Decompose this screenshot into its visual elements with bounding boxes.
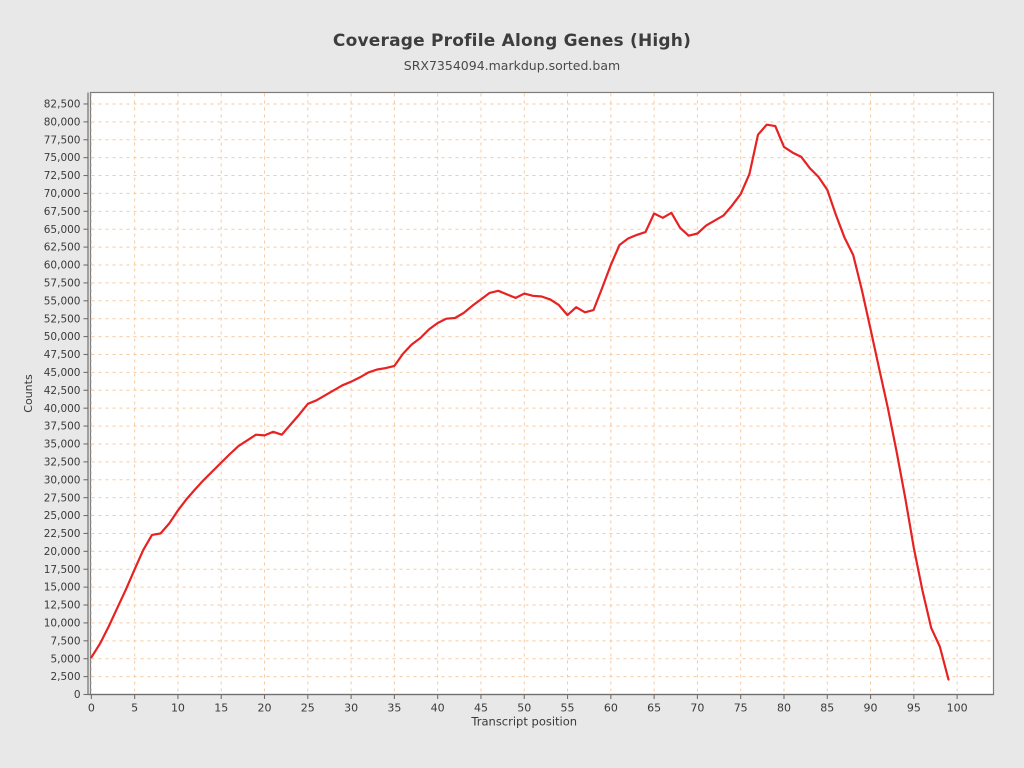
grid <box>90 93 993 694</box>
x-tick-label: 80 <box>777 702 791 715</box>
x-tick-label: 85 <box>820 702 834 715</box>
x-tick-label: 60 <box>604 702 618 715</box>
y-tick-label: 67,500 <box>44 206 81 218</box>
x-tick-label: 0 <box>88 702 95 715</box>
x-tick-label: 5 <box>131 702 138 715</box>
y-tick-label: 20,000 <box>44 546 81 558</box>
x-tick-label: 15 <box>214 702 228 715</box>
x-tick-label: 70 <box>690 702 704 715</box>
axes <box>87 92 994 696</box>
y-tick-label: 22,500 <box>44 528 81 540</box>
x-tick-label: 20 <box>258 702 272 715</box>
y-tick-label: 5,000 <box>50 653 80 665</box>
y-tick-label: 12,500 <box>44 600 81 612</box>
y-tick-label: 65,000 <box>44 224 81 236</box>
y-tick-label: 62,500 <box>44 242 81 254</box>
y-axis-label: Counts <box>22 374 35 413</box>
y-tick-label: 57,500 <box>44 278 81 290</box>
y-tick-label: 30,000 <box>44 474 81 486</box>
y-tick-label: 10,000 <box>44 618 81 630</box>
y-tick-label: 27,500 <box>44 492 81 504</box>
y-tick-label: 40,000 <box>44 403 81 415</box>
x-tick-label: 50 <box>517 702 531 715</box>
x-tick-label: 25 <box>301 702 315 715</box>
y-tick-label: 47,500 <box>44 349 81 361</box>
x-tick-label: 40 <box>431 702 445 715</box>
y-tick-label: 17,500 <box>44 564 81 576</box>
x-tick-label: 65 <box>647 702 661 715</box>
chart-title: Coverage Profile Along Genes (High) <box>332 31 692 51</box>
y-tick-label: 35,000 <box>44 439 81 451</box>
x-tick-label: 75 <box>734 702 748 715</box>
x-tick-label: 45 <box>474 702 488 715</box>
y-tick-label: 0 <box>74 689 81 701</box>
y-tick-label: 55,000 <box>44 295 81 307</box>
y-tick-label: 42,500 <box>44 385 81 397</box>
y-tick-label: 75,000 <box>44 152 81 164</box>
y-tick-label: 25,000 <box>44 510 81 522</box>
y-tick-label: 70,000 <box>44 188 81 200</box>
y-tick-label: 80,000 <box>44 116 81 128</box>
plot-area <box>89 91 995 696</box>
x-tick-label: 35 <box>387 702 401 715</box>
y-tick-label: 60,000 <box>44 260 81 272</box>
y-tick-label: 72,500 <box>44 170 81 182</box>
y-tick-label: 45,000 <box>44 367 81 379</box>
x-tick-label: 10 <box>171 702 185 715</box>
x-tick-label: 100 <box>947 702 968 715</box>
y-tick-label: 7,500 <box>50 635 80 647</box>
y-tick-label: 82,500 <box>44 99 81 111</box>
x-tick-label: 55 <box>561 702 575 715</box>
x-tick-label: 30 <box>344 702 358 715</box>
y-tick-label: 52,500 <box>44 313 81 325</box>
y-tick-label: 32,500 <box>44 456 81 468</box>
chart-subtitle: SRX7354094.markdup.sorted.bam <box>403 58 621 73</box>
y-tick-label: 2,500 <box>50 671 80 683</box>
x-tick-label: 95 <box>907 702 921 715</box>
x-tick-labels: 0 5 10 15 20 25 30 35 40 45 50 55 60 65 70 75 80 85 90 95 10… <box>88 694 968 715</box>
y-tick-label: 15,000 <box>44 582 81 594</box>
series-line <box>90 123 950 681</box>
x-tick-label: 90 <box>864 702 878 715</box>
x-axis-label: Transcript position <box>470 715 577 729</box>
y-tick-label: 50,000 <box>44 331 81 343</box>
y-tick-label: 77,500 <box>44 134 81 146</box>
y-tick-labels: 0 2,500 5,000 7,500 10,000 12,500 15,000 17,500… <box>44 99 88 701</box>
y-tick-label: 37,500 <box>44 421 81 433</box>
